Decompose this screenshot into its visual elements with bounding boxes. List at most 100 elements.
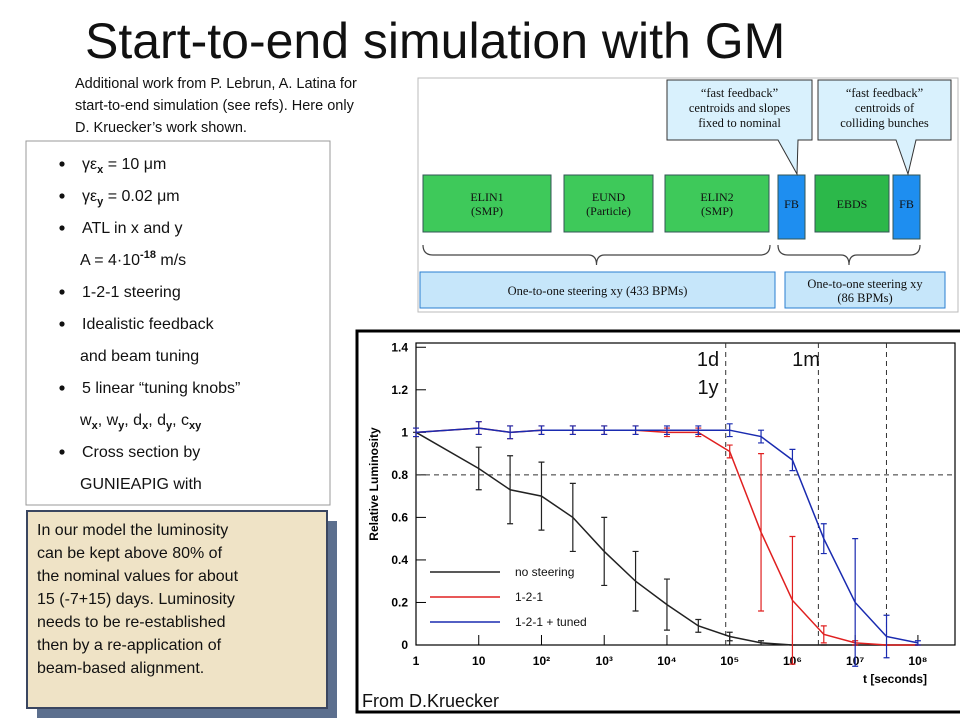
bullet-text-part: , d [148,412,166,429]
bullet-dot [59,385,65,391]
bullet-text: GUNIEAPIG with [80,476,202,493]
brace [777,244,921,266]
chart-panel [355,329,960,714]
bullet-text-part: = 0.02 μm [103,188,179,205]
bullet-text-part: GUNIEAPIG with [80,476,202,493]
steering-text: (86 BPMs) [837,291,892,305]
bullet-text-part: y [118,420,125,432]
legend-label: no steering [515,565,574,579]
bullet-text: wx, wy, dx, dy, cxy [79,412,202,432]
error-bar [601,516,608,587]
error-bar [663,578,670,631]
bullet-box [25,140,331,506]
error-bar [632,425,639,436]
source-note: From D.Kruecker [362,691,499,711]
series-line [415,431,918,646]
error-bar [758,429,765,444]
error-bar [601,425,608,436]
callout-text: centroids of [855,101,915,115]
error-bar [695,618,702,633]
conclusion-line: the nominal values for about [37,568,239,585]
bullet-text-part: -18 [140,249,156,261]
conclusion-line: beam-based alignment. [37,660,204,677]
error-bar [538,425,545,436]
bullet-text: ATL in x and y [82,220,183,237]
callout-text: “fast feedback” [701,86,778,100]
bullet-text-part: , d [124,412,142,429]
annotation: 1y [697,377,718,399]
error-bar [726,631,733,642]
error-bar [883,614,890,659]
error-bar [413,427,419,438]
conclusion-line: 15 (-7+15) days. Luminosity [37,591,235,608]
block-label: ELIN1 [470,190,503,204]
conclusion-line: In our model the luminosity [37,522,228,539]
bullet-dot [59,321,65,327]
error-bar [538,461,545,531]
diagram-block [422,174,552,233]
y-tick-label: 1 [401,425,408,439]
bullet-text-part: x [142,420,149,432]
error-bar [726,423,733,438]
block-label: EUND [592,190,626,204]
bullet-text-part: ATL in x and y [82,220,183,237]
y-tick-label: 0.2 [391,595,408,609]
x-tick-label: 1 [413,654,420,668]
bullet-text-part: and beam tuning [80,348,199,365]
error-bar [507,425,514,440]
bullet-text: γεx = 10 μm [82,156,166,176]
bullet-text-part: 1-2-1 steering [82,284,181,301]
x-axis-label: t [seconds] [863,672,927,686]
bullet-text-part: 5 linear “tuning knobs” [82,380,240,397]
error-bar [632,550,639,612]
x-tick-label: 10⁴ [657,654,676,668]
diagram-block [892,174,921,240]
series-line [415,427,919,644]
y-tick-label: 0 [401,638,408,652]
x-tick-label: 10² [533,654,550,668]
bullet-text: γεy = 0.02 μm [82,188,180,208]
error-bar [507,455,514,525]
bullet-text-part: y [97,196,104,208]
bullet-dot [59,449,65,455]
error-bar [914,640,921,646]
bullet-dot [59,225,65,231]
y-tick-label: 0.8 [391,468,408,482]
conclusion-line: then by a re-application of [37,637,222,654]
slide-title: Start-to-end simulation with GM [85,13,785,69]
block-label: (Particle) [586,204,631,218]
plot-frame [415,342,956,646]
block-label: FB [784,197,799,211]
error-bar [726,444,733,459]
intro-line: Additional work from P. Lebrun, A. Latin… [75,76,357,92]
bullet-text-part: y [166,420,173,432]
y-tick-label: 0.6 [391,510,408,524]
error-bar [789,535,796,665]
callout-text: centroids and slopes [689,101,791,115]
block-label: (SMP) [701,204,733,218]
conclusion-line: needs to be re-established [37,614,226,631]
x-tick-label: 10 [472,654,486,668]
block-label: EBDS [837,197,868,211]
bullet-text: Idealistic feedback [82,316,215,333]
bullet-text-part: x [92,420,99,432]
block-label: (SMP) [471,204,503,218]
error-bar [789,448,796,472]
bullet-text-part: = 10 μm [103,156,166,173]
bullet-dot [59,193,65,199]
bullet-text-part: Cross section by [82,444,200,461]
block-label: FB [899,197,914,211]
x-tick-label: 10⁵ [720,654,739,668]
bullet-text-part: w [79,412,92,429]
error-bar [695,425,702,436]
error-bar [569,425,576,436]
bullet-text: 1-2-1 steering [82,284,181,301]
steering-text: One-to-one steering xy (433 BPMs) [508,284,688,298]
error-bar [758,452,765,612]
error-bar [663,425,670,436]
x-tick-label: 10³ [596,654,613,668]
bullet-text-part: xy [189,420,202,432]
bullet-text-part: , c [172,412,189,429]
intro-line: start-to-end simulation (see refs). Here… [75,98,355,114]
